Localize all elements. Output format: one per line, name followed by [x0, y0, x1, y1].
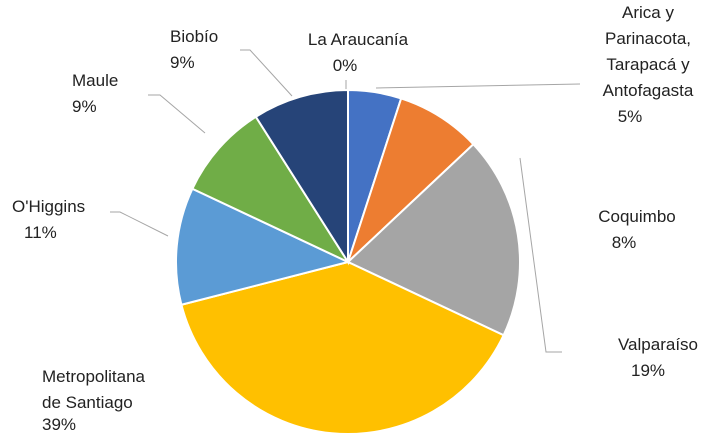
pie-slice — [180, 260, 505, 435]
value-label: 39% — [42, 415, 76, 434]
value-label: 11% — [24, 223, 57, 242]
value-label: 9% — [170, 53, 195, 72]
slice-label-line: Maule — [72, 71, 118, 90]
pie-slice — [346, 142, 521, 337]
value-label: 8% — [612, 233, 637, 252]
value-label: 19% — [631, 361, 665, 380]
value-label: 9% — [72, 97, 97, 116]
slice-label: La Araucanía — [308, 30, 409, 49]
leader-line — [375, 83, 581, 89]
leader-lines — [110, 49, 581, 353]
slice-label: Coquimbo — [598, 207, 676, 226]
slice-label-line: Parinacota, — [605, 29, 691, 48]
value-label: 5% — [618, 107, 643, 126]
slice-label-line: Antofagasta — [603, 81, 694, 100]
leader-line — [110, 211, 169, 237]
slice-label-line: Arica y — [622, 3, 674, 22]
slice-label: O'Higgins — [12, 197, 85, 216]
leader-line — [519, 157, 562, 353]
pie-slice — [175, 187, 351, 306]
leader-line — [240, 49, 293, 97]
slice-label-line: Valparaíso — [618, 335, 698, 354]
value-label: 0% — [333, 56, 358, 75]
slice-label-line: O'Higgins — [12, 197, 85, 216]
slice-label-line: Biobío — [170, 27, 218, 46]
slice-label: Biobío — [170, 27, 218, 46]
pie-slice — [254, 88, 349, 266]
slice-label-line: de Santiago — [42, 393, 133, 412]
slice-label-line: La Araucanía — [308, 30, 409, 49]
slice-label-line: Tarapacá y — [606, 55, 690, 74]
slice-label: Valparaíso — [618, 335, 698, 354]
leader-line — [148, 94, 206, 134]
pie-slice — [191, 115, 351, 265]
slice-label: Maule — [72, 71, 118, 90]
slice-label: Metropolitana de Santiago — [42, 367, 146, 412]
slice-label-line: Metropolitana — [42, 367, 146, 386]
slice-label: Arica y Parinacota, Tarapacá y Antofagasta — [603, 3, 694, 100]
slice-label-line: Coquimbo — [598, 207, 676, 226]
